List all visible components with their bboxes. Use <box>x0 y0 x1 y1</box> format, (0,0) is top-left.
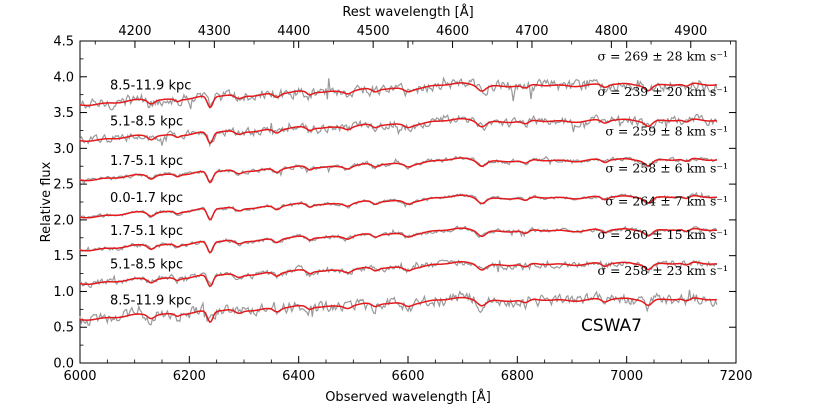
x-axis-title: Observed wavelength [Å] <box>325 389 491 405</box>
top-tick-label: 4400 <box>277 24 310 39</box>
x-tick-label: 7200 <box>719 369 752 384</box>
spectra-layer <box>79 76 718 326</box>
y-tick-label: 4.5 <box>53 35 74 50</box>
sigma-label: σ = 259 ± 8 km s⁻¹ <box>605 123 728 138</box>
top-tick-label: 4200 <box>118 24 151 39</box>
y-tick-label: 0.5 <box>53 321 74 336</box>
model-fit <box>79 296 717 324</box>
y-tick-label: 3.5 <box>53 106 74 121</box>
sigma-label: σ = 264 ± 7 km s⁻¹ <box>605 194 728 209</box>
observed-spectrum <box>79 289 718 326</box>
model-fit <box>79 82 717 109</box>
x-tick-label: 6600 <box>391 369 424 384</box>
region-label: 8.5-11.9 kpc <box>110 79 191 94</box>
top-tick-label: 4600 <box>436 24 469 39</box>
model-fit <box>79 117 717 145</box>
y-axis-title: Relative flux <box>39 161 54 242</box>
x-tick-label: 6400 <box>282 369 315 384</box>
top-tick-label: 4900 <box>674 24 707 39</box>
label-layer: 8.5-11.9 kpc σ = 269 ± 28 km s⁻¹ 5.1-8.5 k… <box>110 48 728 308</box>
x-tick-label: 6200 <box>173 369 206 384</box>
model-fit <box>79 194 717 221</box>
top-tick-label: 4500 <box>357 24 390 39</box>
model-fit <box>79 227 717 254</box>
region-label: 0.0-1.7 kpc <box>110 191 183 206</box>
observed-spectrum <box>79 113 718 148</box>
y-tick-label: 3.0 <box>53 142 74 157</box>
top-tick-label: 4300 <box>198 24 231 39</box>
region-label: 8.5-11.9 kpc <box>110 293 191 308</box>
x-tick-label: 6800 <box>501 369 534 384</box>
sigma-label: σ = 239 ± 20 km s⁻¹ <box>597 84 728 99</box>
region-label: 5.1-8.5 kpc <box>110 114 183 129</box>
top-tick-label: 4700 <box>515 24 548 39</box>
y-tick-label: 1.5 <box>53 249 74 264</box>
y-tick-label: 2.5 <box>53 178 74 193</box>
x-tick-label: 6000 <box>63 369 96 384</box>
region-label: 5.1-8.5 kpc <box>110 258 183 273</box>
region-label: 1.7-5.1 kpc <box>110 154 183 169</box>
sigma-label: σ = 258 ± 23 km s⁻¹ <box>597 263 728 278</box>
top-axis-title: Rest wavelength [Å] <box>342 4 473 20</box>
axis-layer: 6000 6200 6400 6600 6800 7000 7200 0.0 0.5 1.0 1.5… <box>53 24 752 384</box>
top-tick-label: 4800 <box>595 24 628 39</box>
sigma-label: σ = 258 ± 6 km s⁻¹ <box>605 161 728 176</box>
y-tick-label: 2.0 <box>53 213 74 228</box>
sigma-label: σ = 260 ± 15 km s⁻¹ <box>597 227 728 242</box>
region-label: 1.7-5.1 kpc <box>110 224 183 239</box>
object-label: CSWA7 <box>581 316 642 336</box>
observed-spectrum <box>79 76 718 111</box>
x-tick-label: 7000 <box>610 369 643 384</box>
sigma-label: σ = 269 ± 28 km s⁻¹ <box>597 48 728 63</box>
y-tick-label: 1.0 <box>53 285 74 300</box>
y-tick-label: 4.0 <box>53 70 74 85</box>
y-tick-label: 0.0 <box>53 357 74 372</box>
observed-spectrum <box>79 225 718 254</box>
model-fit <box>79 157 717 184</box>
model-fit <box>79 261 717 288</box>
